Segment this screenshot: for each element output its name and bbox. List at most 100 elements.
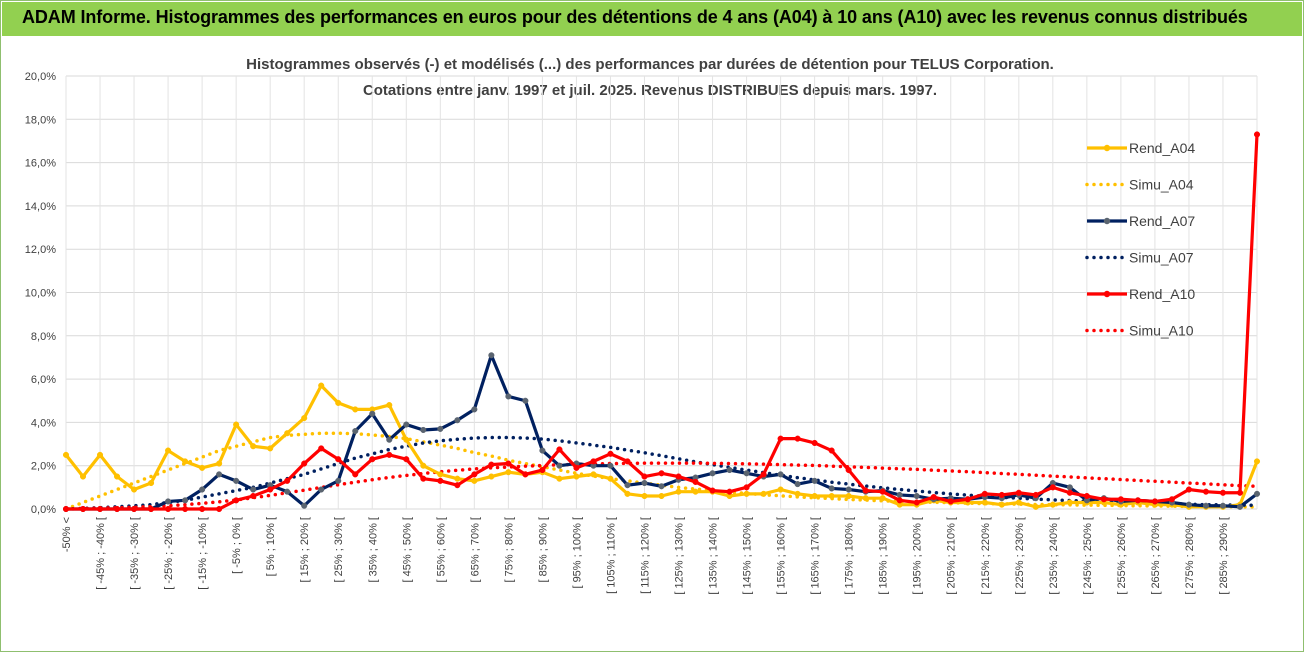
data-point	[250, 486, 257, 493]
legend-marker	[1103, 217, 1111, 225]
data-point	[165, 447, 172, 454]
legend-marker	[1103, 144, 1111, 152]
data-point	[352, 428, 359, 435]
data-point	[675, 473, 682, 480]
data-point	[607, 475, 614, 482]
data-point	[624, 482, 631, 489]
data-point	[556, 462, 563, 469]
data-point	[79, 505, 87, 513]
data-point	[335, 456, 342, 463]
data-point	[1185, 501, 1192, 508]
data-point	[658, 483, 665, 490]
data-point	[947, 498, 954, 505]
data-point	[658, 470, 665, 477]
data-point	[573, 464, 580, 471]
data-point	[113, 505, 121, 513]
data-point	[301, 502, 308, 509]
data-point	[369, 410, 376, 417]
data-point	[692, 488, 699, 495]
data-point	[471, 471, 478, 478]
data-point	[624, 490, 631, 497]
x-tick-label: [ 215% ; 220% [	[980, 517, 992, 595]
series-line-simu_a04	[64, 431, 1259, 511]
data-point	[1015, 489, 1022, 496]
data-point	[811, 477, 818, 484]
data-point	[1253, 458, 1261, 465]
data-point	[488, 473, 495, 480]
data-point	[182, 458, 189, 465]
x-tick-label: [ 285% ; 290% [	[1218, 517, 1230, 595]
data-point	[165, 498, 172, 505]
data-point	[913, 499, 920, 506]
data-point	[981, 490, 988, 497]
x-tick-label: [ 115% ; 120% [	[639, 517, 651, 594]
data-point	[760, 471, 767, 478]
data-point	[505, 469, 512, 476]
data-point	[1032, 491, 1039, 498]
x-tick-label: [ 125% ; 130% [	[674, 517, 686, 595]
plot-area	[62, 131, 1261, 513]
data-point	[522, 471, 529, 478]
data-point	[1202, 488, 1210, 495]
data-point	[1100, 496, 1107, 503]
data-point	[1049, 484, 1056, 491]
x-tick-label: [ 5% ; 10% [	[265, 517, 277, 576]
data-point	[488, 461, 495, 468]
data-point	[539, 447, 546, 454]
x-tick-label: [ 65% ; 70% [	[469, 517, 481, 582]
data-point	[96, 505, 104, 513]
data-point	[641, 473, 648, 480]
x-tick-label: [ 155% ; 160% [	[776, 517, 788, 595]
x-tick-label: [ 265% ; 270% [	[1150, 517, 1162, 595]
data-point	[675, 488, 682, 495]
data-point	[1168, 496, 1175, 503]
data-point	[113, 473, 121, 480]
x-tick-label: [ 205% ; 210% [	[946, 517, 958, 595]
x-tick-label: [ 145% ; 150% [	[742, 517, 754, 595]
data-point	[862, 487, 869, 494]
y-tick-label: 4,0%	[31, 417, 56, 429]
data-point	[250, 443, 257, 450]
data-point	[1066, 499, 1073, 506]
data-point	[590, 458, 597, 465]
data-point	[437, 425, 444, 432]
data-point	[471, 406, 478, 413]
data-point	[777, 486, 784, 493]
data-point	[539, 466, 546, 474]
data-point	[624, 458, 631, 465]
series-line-simu_a10	[64, 461, 1259, 511]
data-point	[505, 460, 512, 467]
legend-item-rend_a07: Rend_A07	[1087, 213, 1195, 229]
data-point	[62, 451, 70, 458]
data-point	[199, 505, 206, 513]
x-tick-label: [ 15% ; 20% [	[299, 517, 311, 582]
x-tick-label: [ 105% ; 110% [	[605, 517, 617, 594]
data-point	[386, 451, 393, 458]
data-point	[267, 445, 274, 452]
data-point	[1049, 501, 1056, 508]
data-point	[658, 492, 665, 500]
x-tick-label: [ -25% ; -20% [	[163, 517, 175, 590]
gridlines	[65, 75, 1258, 510]
legend-item-simu_a10: Simu_A10	[1085, 323, 1194, 339]
x-tick-label: [ -15% ; -10% [	[197, 517, 209, 590]
data-point	[420, 426, 427, 434]
data-point	[777, 435, 784, 442]
data-point	[199, 464, 206, 471]
data-point	[556, 446, 563, 453]
data-point	[216, 505, 223, 513]
data-point	[182, 497, 189, 504]
data-point	[556, 475, 563, 482]
y-tick-label: 0,0%	[31, 504, 56, 516]
series-line-rend_a10	[66, 134, 1259, 511]
data-point	[437, 477, 444, 484]
legend-label: Rend_A10	[1129, 286, 1195, 302]
data-point	[998, 501, 1005, 508]
data-point	[590, 471, 597, 478]
data-point	[165, 505, 172, 513]
data-point	[828, 485, 835, 492]
data-point	[62, 505, 70, 513]
x-tick-label: [ 195% ; 200% [	[912, 517, 924, 595]
data-point	[1015, 499, 1022, 506]
